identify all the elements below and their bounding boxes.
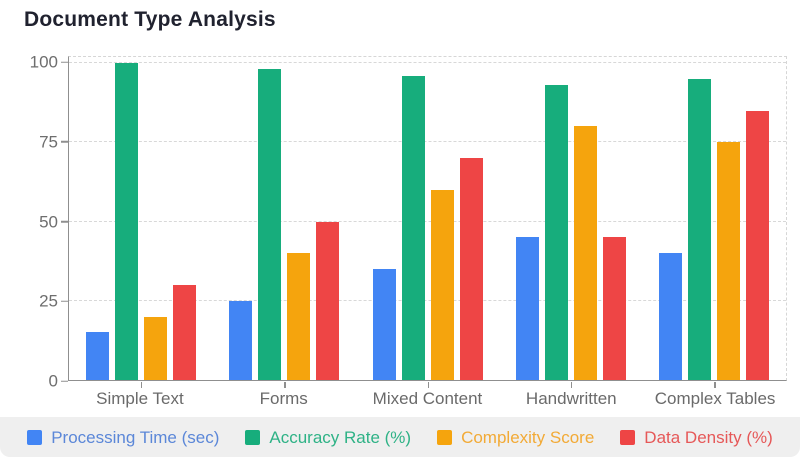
y-tick-label-0: 0 (48, 371, 58, 391)
bar-group-forms (212, 63, 355, 388)
legend-label-data-density: Data Density (%) (644, 427, 773, 447)
y-axis-labels: 0 25 50 75 100 (0, 54, 58, 390)
y-axis-ticks (0, 61, 68, 382)
processing-time-sec-bar-forms[interactable] (229, 300, 253, 380)
x-tick-forms (284, 382, 286, 388)
data-density-bar-handwritten[interactable] (602, 237, 626, 380)
bar-group-mixed-content (356, 63, 499, 388)
legend-item-complexity-score[interactable]: Complexity Score (437, 429, 594, 446)
accuracy-rate-bar-handwritten[interactable] (544, 85, 568, 380)
y-tick-25 (61, 300, 68, 302)
complexity-score-bar-mixed-content[interactable] (430, 189, 454, 380)
legend-swatch-accuracy-rate (245, 429, 261, 445)
y-tick-label-75: 75 (39, 132, 58, 152)
x-tick-handwritten (570, 382, 573, 388)
accuracy-rate-bar-simple-text[interactable] (114, 63, 138, 380)
complexity-score-bar-handwritten[interactable] (573, 126, 597, 380)
plot-area (68, 56, 787, 388)
x-tick-complex-tables (714, 382, 716, 388)
legend-label-accuracy-rate: Accuracy Rate (%) (269, 427, 412, 447)
bar-group-simple-text (69, 63, 212, 388)
y-tick-50 (61, 220, 68, 223)
bar-group-complex-tables (643, 63, 786, 388)
data-density-bar-forms[interactable] (316, 221, 340, 380)
gridline-75 (69, 141, 786, 143)
legend-label-processing-time-sec: Processing Time (sec) (51, 427, 220, 447)
processing-time-sec-bar-simple-text[interactable] (85, 332, 109, 380)
bar-group-handwritten (499, 63, 642, 388)
gridline-50 (69, 220, 786, 222)
x-label-handwritten: Handwritten (525, 389, 617, 408)
y-tick-0 (61, 380, 68, 382)
x-axis-labels: Simple Text Forms Mixed Content Handwritten… (68, 389, 787, 409)
processing-time-sec-bar-complex-tables[interactable] (659, 253, 683, 380)
x-tick-simple-text (140, 382, 143, 388)
gridlines (69, 62, 786, 380)
y-tick-75 (61, 141, 68, 143)
x-label-mixed-content: Mixed Content (372, 389, 483, 408)
complexity-score-bar-simple-text[interactable] (143, 316, 167, 380)
accuracy-rate-bar-complex-tables[interactable] (688, 78, 712, 380)
x-tick-mixed-content (427, 382, 430, 388)
processing-time-sec-bar-handwritten[interactable] (515, 237, 539, 380)
gridline-100 (69, 62, 786, 63)
processing-time-sec-bar-mixed-content[interactable] (372, 269, 396, 380)
legend-label-complexity-score: Complexity Score (461, 427, 595, 447)
legend-item-accuracy-rate[interactable]: Accuracy Rate (%) (245, 429, 411, 446)
legend-item-data-density[interactable]: Data Density (%) (620, 427, 773, 447)
complexity-score-bar-forms[interactable] (287, 253, 311, 380)
legend: Processing Time (sec) Accuracy Rate (%) Co… (0, 417, 800, 457)
gridline-25 (69, 299, 786, 301)
x-label-forms: Forms (259, 389, 308, 408)
complexity-score-bar-complex-tables[interactable] (717, 142, 741, 380)
legend-swatch-processing-time-sec (27, 429, 43, 445)
y-tick-label-25: 25 (39, 291, 58, 311)
data-density-bar-simple-text[interactable] (172, 284, 196, 380)
legend-swatch-data-density (620, 429, 636, 445)
legend-swatch-complexity-score (437, 429, 453, 445)
data-density-bar-complex-tables[interactable] (746, 110, 770, 380)
y-tick-label-100: 100 (29, 52, 58, 72)
chart-title: Document Type Analysis (24, 8, 276, 31)
y-tick-100 (61, 61, 68, 63)
y-tick-label-50: 50 (39, 212, 58, 231)
x-label-simple-text: Simple Text (96, 389, 184, 408)
x-label-complex-tables: Complex Tables (654, 389, 776, 408)
accuracy-rate-bar-forms[interactable] (258, 69, 282, 380)
accuracy-rate-bar-mixed-content[interactable] (401, 75, 425, 380)
bars-zone (69, 63, 786, 388)
data-density-bar-mixed-content[interactable] (459, 158, 483, 380)
legend-item-processing-time-sec[interactable]: Processing Time (sec) (27, 429, 219, 446)
